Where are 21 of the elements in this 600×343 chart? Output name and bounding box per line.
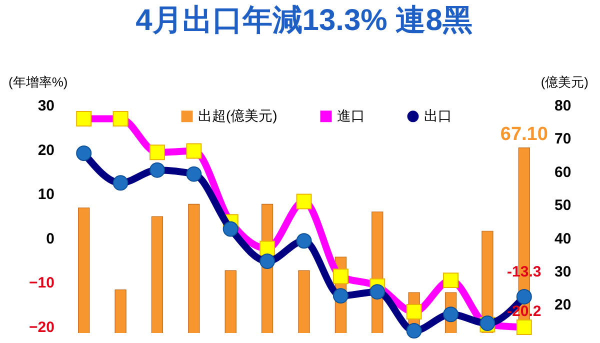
y2-tick-label: 40	[554, 230, 572, 248]
y2-tick-label: 20	[554, 296, 572, 314]
y2-tick-label: 30	[554, 263, 572, 280]
y2-tick-label: 80	[554, 98, 572, 114]
y2-tick-label: 50	[554, 197, 572, 214]
y-axis-title: (年增率%)	[8, 74, 68, 90]
y2-tick-label: 60	[554, 164, 572, 181]
y-tick-label: 20	[38, 142, 54, 159]
y-tick-label: 0	[46, 230, 54, 248]
y-tick-label: 30	[38, 98, 54, 114]
y-tick-label: 10	[38, 186, 54, 204]
data-label: 67.10	[500, 124, 548, 145]
y2-axis-title: (億美元)	[540, 74, 588, 90]
chart-title: 4月出口年減13.3% 連8黑	[136, 4, 472, 37]
y-tick-label: −10	[29, 274, 54, 292]
legend-label: 出口	[424, 107, 452, 124]
y-tick-label: −20	[29, 318, 54, 336]
legend-label: 出超(億美元)	[198, 107, 278, 124]
y2-tick-label: 70	[554, 130, 572, 148]
legend-label: 進口	[337, 107, 365, 124]
data-label: -20.2	[507, 303, 542, 320]
